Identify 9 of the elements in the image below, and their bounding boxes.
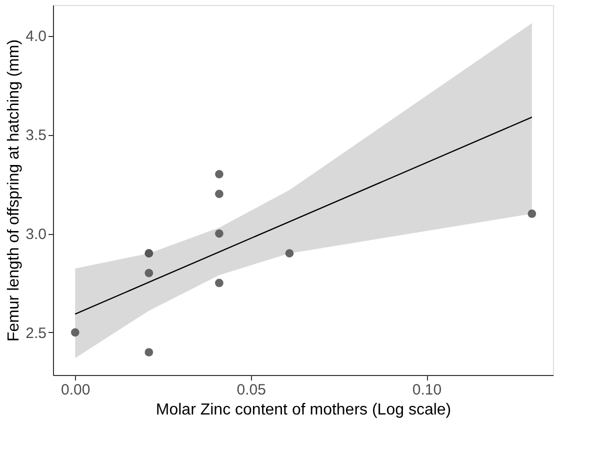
x-tick-label: 0.05 bbox=[236, 382, 266, 398]
y-axis-title: Femur length of offspring at hatching (mm) bbox=[6, 39, 23, 342]
y-tick-label: 3.5 bbox=[26, 127, 46, 144]
x-tick-label: 0.00 bbox=[61, 382, 90, 398]
x-axis-title: Molar Zinc content of mothers (Log scale) bbox=[156, 402, 452, 418]
y-tick-label: 2.5 bbox=[26, 324, 46, 342]
x-tick-label: 0.10 bbox=[412, 382, 442, 398]
y-tick-label: 4.0 bbox=[26, 28, 46, 46]
y-tick-label: 3.0 bbox=[26, 226, 46, 244]
